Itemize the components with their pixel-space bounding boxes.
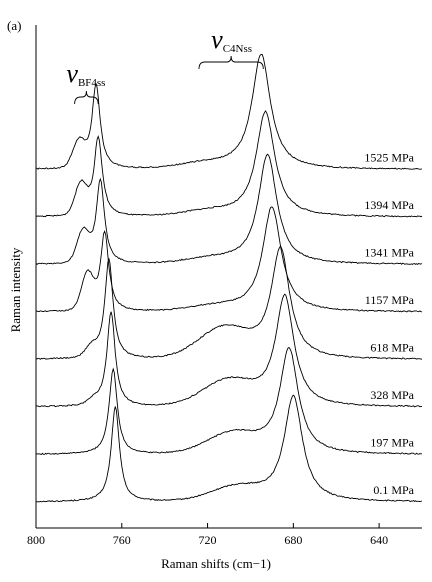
spectrum-line: [35, 245, 423, 360]
spectrum-line: [35, 394, 423, 503]
spectrum-line: [35, 54, 423, 170]
spectrum-line: [35, 110, 423, 218]
annotation-brace: [198, 55, 264, 70]
series-label: 0.1 MPa: [373, 483, 414, 497]
plot-frame: [35, 25, 422, 529]
series-label: 1394 MPa: [364, 198, 414, 212]
series-label: 328 MPa: [370, 388, 414, 402]
x-tick-label: 720: [199, 533, 217, 547]
x-tick-label: 800: [27, 533, 45, 547]
annotation-brace: [74, 90, 99, 105]
x-tick-label: 760: [113, 533, 131, 547]
annotation-label: νC4Nss: [211, 25, 252, 55]
spectrum-line: [35, 346, 423, 456]
peak-annotations: νBF4ss νC4Nss: [66, 25, 264, 105]
x-tick-label: 680: [284, 533, 302, 547]
series-labels: 0.1 MPa 197 MPa 328 MPa 618 MPa 1157 MPa 1341…: [364, 151, 414, 498]
panel-label: (a): [7, 18, 22, 33]
series-label: 1157 MPa: [365, 293, 415, 307]
spectrum-line: [35, 153, 423, 265]
y-axis-label: Raman intensity: [8, 247, 23, 332]
annotation-label: νBF4ss: [66, 59, 105, 89]
series-label: 618 MPa: [370, 341, 414, 355]
spectrum-line: [36, 206, 423, 313]
x-ticks: 800 760 720 680 640: [27, 523, 388, 547]
x-axis-label: Raman shifts (cm−1): [161, 556, 271, 571]
x-tick-label: 640: [370, 533, 388, 547]
series-label: 197 MPa: [370, 436, 414, 450]
spectrum-line: [35, 293, 422, 408]
series-label: 1341 MPa: [364, 246, 414, 260]
spectra: [35, 54, 423, 503]
series-label: 1525 MPa: [364, 151, 414, 165]
